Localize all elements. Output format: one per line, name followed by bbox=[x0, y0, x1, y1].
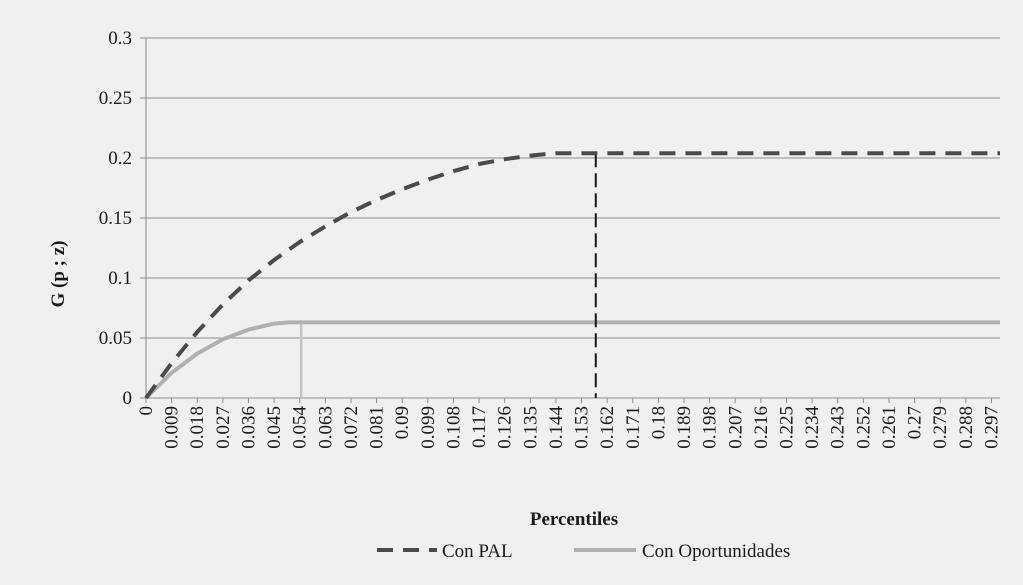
x-tick-label-30: 0.27 bbox=[905, 406, 926, 439]
x-tick-label-2: 0.018 bbox=[187, 406, 208, 449]
x-tick-label-12: 0.108 bbox=[443, 406, 464, 449]
x-tick-label-21: 0.189 bbox=[674, 406, 695, 449]
x-tick-label-25: 0.225 bbox=[777, 406, 798, 449]
x-tick-label-33: 0.297 bbox=[981, 406, 1002, 449]
x-tick-label-8: 0.072 bbox=[341, 406, 362, 449]
x-tick-label-15: 0.135 bbox=[520, 406, 541, 449]
series-lines bbox=[144, 151, 1000, 400]
y-axis-ticks: 0 0.05 0.1 0.15 0.2 0.25 0.3 bbox=[99, 28, 146, 409]
y-tick-label-6: 0.3 bbox=[108, 28, 132, 49]
x-tick-label-23: 0.207 bbox=[725, 406, 746, 449]
legend-label-con-pal: Con PAL bbox=[442, 541, 513, 562]
x-tick-label-1: 0.009 bbox=[162, 406, 183, 449]
x-tick-label-29: 0.261 bbox=[879, 406, 900, 449]
x-tick-label-19: 0.171 bbox=[623, 406, 644, 449]
x-axis-title: Percentiles bbox=[530, 509, 618, 530]
x-tick-label-11: 0.099 bbox=[418, 406, 439, 449]
x-tick-label-18: 0.162 bbox=[597, 406, 618, 449]
x-tick-label-22: 0.198 bbox=[700, 406, 721, 449]
x-tick-label-0: 0 bbox=[136, 406, 157, 416]
x-tick-label-20: 0.18 bbox=[648, 406, 669, 439]
x-tick-label-28: 0.252 bbox=[853, 406, 874, 449]
x-tick-label-16: 0.144 bbox=[546, 406, 567, 449]
series-line-con-oportunidades bbox=[144, 320, 1000, 400]
y-tick-label-1: 0.05 bbox=[99, 328, 132, 349]
x-tick-label-26: 0.234 bbox=[802, 406, 823, 449]
x-tick-label-17: 0.153 bbox=[572, 406, 593, 449]
y-tick-label-0: 0 bbox=[123, 388, 133, 409]
x-tick-label-10: 0.09 bbox=[392, 406, 413, 439]
x-tick-label-24: 0.216 bbox=[751, 406, 772, 449]
y-tick-label-2: 0.1 bbox=[108, 268, 132, 289]
x-axis-ticks: 0 0.009 0.018 0.027 0.036 0.045 0.054 0.063 0.07… bbox=[136, 398, 1002, 449]
gridlines bbox=[146, 37, 1000, 398]
x-tick-label-9: 0.081 bbox=[367, 406, 388, 449]
x-tick-label-4: 0.036 bbox=[238, 406, 259, 449]
y-tick-label-4: 0.2 bbox=[108, 148, 132, 169]
x-tick-label-5: 0.045 bbox=[264, 406, 285, 449]
legend: Con PAL Con Oportunidades bbox=[377, 541, 790, 562]
series-line-con-pal bbox=[144, 151, 1000, 400]
x-tick-label-32: 0.288 bbox=[956, 406, 977, 449]
x-tick-label-27: 0.243 bbox=[828, 406, 849, 449]
y-axis-title: G (p ; z) bbox=[48, 240, 69, 307]
x-tick-label-3: 0.027 bbox=[213, 406, 234, 449]
x-tick-label-6: 0.054 bbox=[290, 406, 311, 449]
x-tick-label-7: 0.063 bbox=[315, 406, 336, 449]
legend-label-con-oportunidades: Con Oportunidades bbox=[642, 541, 790, 562]
x-tick-label-14: 0.126 bbox=[495, 406, 516, 449]
y-tick-label-3: 0.15 bbox=[99, 208, 132, 229]
y-tick-label-5: 0.25 bbox=[99, 88, 132, 109]
x-tick-label-31: 0.279 bbox=[930, 406, 951, 449]
x-tick-label-13: 0.117 bbox=[469, 406, 490, 448]
